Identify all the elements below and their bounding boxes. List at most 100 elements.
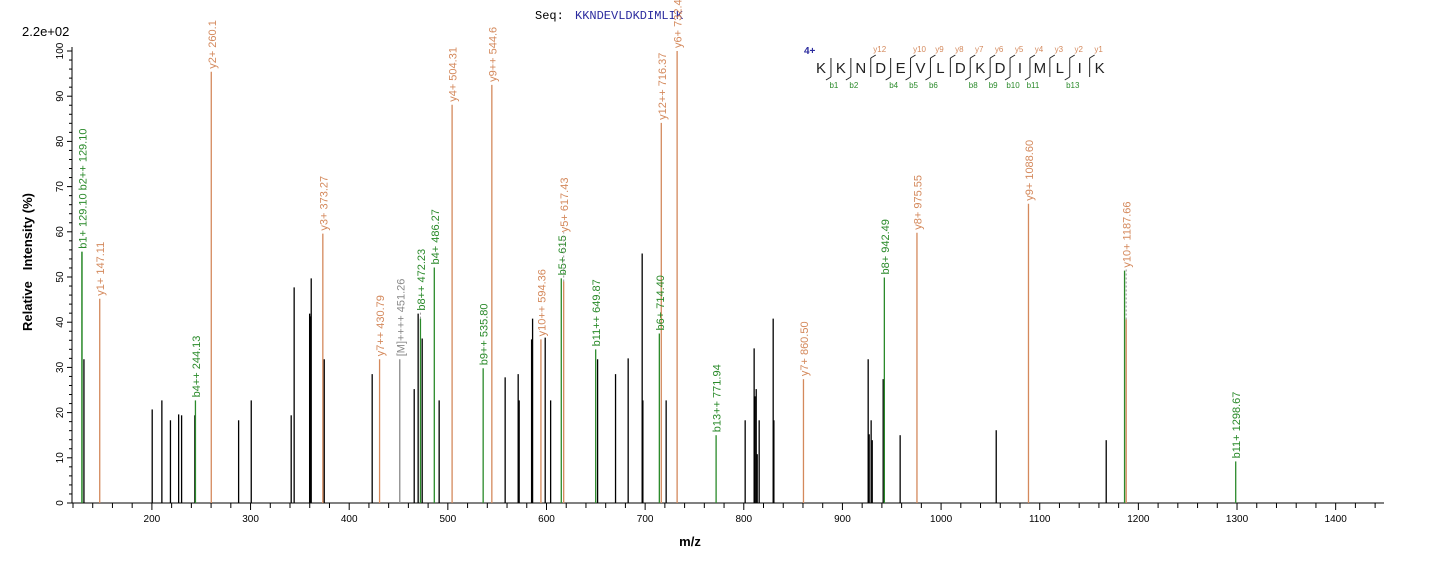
y-tick-label: 10 — [55, 452, 66, 464]
y-tick-label: 70 — [55, 181, 66, 193]
peak-label: y5+ 617.43 — [559, 178, 571, 233]
y-ion-label: y5 — [1015, 45, 1024, 54]
x-tick-label: 1000 — [930, 514, 953, 525]
y-ion-tick — [910, 54, 916, 59]
residue: E — [896, 60, 906, 77]
peak-label: y7+ 860.50 — [799, 321, 811, 376]
peak-label: y8+ 975.55 — [912, 175, 924, 230]
y-tick-label: 0 — [55, 500, 66, 506]
b-ion-label: b9 — [989, 81, 998, 90]
residue: D — [995, 60, 1006, 77]
x-tick-label: 1400 — [1325, 514, 1348, 525]
residue: K — [816, 60, 826, 77]
peak-labels: b1+ 129.10 b2++ 129.10 y1+ 147.11 b4++ 244.… — [77, 0, 1243, 458]
y-ion-tick — [930, 54, 936, 59]
b-ion-tick — [964, 76, 971, 81]
residue: V — [915, 60, 925, 77]
peak-label: b2++ 129.10 — [77, 129, 89, 191]
peak-label: b8+ 942.49 — [880, 219, 892, 274]
y-ion-label: y9 — [935, 45, 944, 54]
x-tick-label: 500 — [439, 514, 456, 525]
intensity-scale-label: 2.2e+02 — [22, 24, 69, 39]
y-ion-label: y10 — [913, 45, 926, 54]
peak-label: y9+ 1088.60 — [1024, 140, 1036, 201]
peak-label: y10++ 594.36 — [536, 269, 548, 336]
peak-label: y6+ 732.42 — [673, 0, 685, 48]
b-ion-label: b2 — [849, 81, 858, 90]
y-tick-label: 80 — [55, 135, 66, 147]
y-tick-label: 60 — [55, 226, 66, 238]
b-ion-label: b5 — [909, 81, 918, 90]
y-tick-label: 40 — [55, 316, 66, 328]
sequence-peptide: KKNDEVLDKDIMLIK — [575, 9, 684, 23]
y-ion-tick — [1009, 54, 1016, 59]
y-ion-tick — [969, 54, 976, 59]
b-ion-label: b13 — [1066, 81, 1080, 90]
y-tick-label: 50 — [55, 271, 66, 283]
peak-label: y12++ 716.37 — [657, 53, 669, 120]
y-ion-tick — [1049, 54, 1056, 59]
b-ion-label: b4 — [889, 81, 898, 90]
b-ion-label: b10 — [1006, 81, 1020, 90]
b-ion-tick — [984, 76, 991, 81]
residue: K — [975, 60, 985, 77]
peak-label: b11++ 649.87 — [591, 279, 603, 346]
y-tick-label: 100 — [55, 42, 66, 59]
peak-label: y4+ 504.31 — [448, 47, 460, 102]
residue: N — [855, 60, 866, 77]
x-tick-label: 400 — [341, 514, 358, 525]
sequence-prefix: Seq: — [535, 9, 564, 23]
y-ion-label: y3 — [1055, 45, 1064, 54]
y-tick-label: 30 — [55, 361, 66, 373]
x-tick-label: 300 — [242, 514, 259, 525]
peak-label: y3+ 373.27 — [318, 176, 330, 231]
y-axis-label: Relative Intensity (%) — [20, 193, 35, 331]
b-ion-tick — [925, 76, 931, 81]
x-axis-label: m/z — [679, 534, 701, 549]
peak-label: b4++ 244.13 — [191, 336, 203, 398]
residue: K — [836, 60, 846, 77]
residue: D — [875, 60, 886, 77]
axes: 0 10 20 30 40 50 60 70 80 90 100 200 300 400 500 600 700… — [55, 42, 1384, 525]
peak-label: b5+ 615 — [557, 235, 569, 275]
residue: I — [1018, 60, 1022, 77]
peak-label: y10+ 1187.66 — [1122, 202, 1134, 268]
peak-label: y9++ 544.6 — [487, 27, 499, 82]
peak-label: b9++ 535.80 — [479, 304, 491, 366]
sequence-title: Seq: KKNDEVLDKDIMLIK — [535, 9, 684, 23]
peak-label: y2+ 260.1 — [207, 20, 219, 69]
y-ion-label: y7 — [975, 45, 984, 54]
x-tick-label: 600 — [538, 514, 555, 525]
x-tick-label: 900 — [834, 514, 851, 525]
b-ion-label: b11 — [1027, 81, 1040, 90]
residue: L — [936, 60, 944, 77]
b-ion-tick — [885, 76, 891, 81]
y-ion-label: y1 — [1094, 45, 1103, 54]
peak-label: b8++ 472.23 — [416, 249, 428, 311]
peak-label: b11+ 1298.67 — [1231, 392, 1243, 459]
y-ion-label: y4 — [1035, 45, 1044, 54]
x-tick-label: 1300 — [1226, 514, 1249, 525]
b-ion-label: b8 — [969, 81, 978, 90]
b-ion-label: b1 — [829, 81, 838, 90]
b-ion-tick — [1024, 76, 1031, 81]
peaks — [81, 51, 1237, 503]
b-ion-tick — [905, 76, 911, 81]
b-ion-tick — [825, 76, 832, 81]
x-tick-label: 1100 — [1029, 514, 1051, 525]
x-tick-label: 700 — [637, 514, 654, 525]
peak-label: b6+ 714.40 — [655, 275, 667, 330]
y-ion-tick — [1089, 54, 1095, 59]
charge-state: 4+ — [804, 46, 816, 57]
y-ion-tick — [950, 54, 956, 59]
x-tick-label: 800 — [735, 514, 752, 525]
y-ion-label: y2 — [1075, 45, 1084, 54]
residue: I — [1078, 60, 1082, 77]
y-ion-label: y8 — [955, 45, 964, 54]
peak-label: b1+ 129.10 — [77, 193, 89, 248]
residue: K — [1095, 60, 1105, 77]
peak-label: [M]++++ 451.26 — [395, 279, 407, 357]
y-ion-label: y6 — [995, 45, 1004, 54]
